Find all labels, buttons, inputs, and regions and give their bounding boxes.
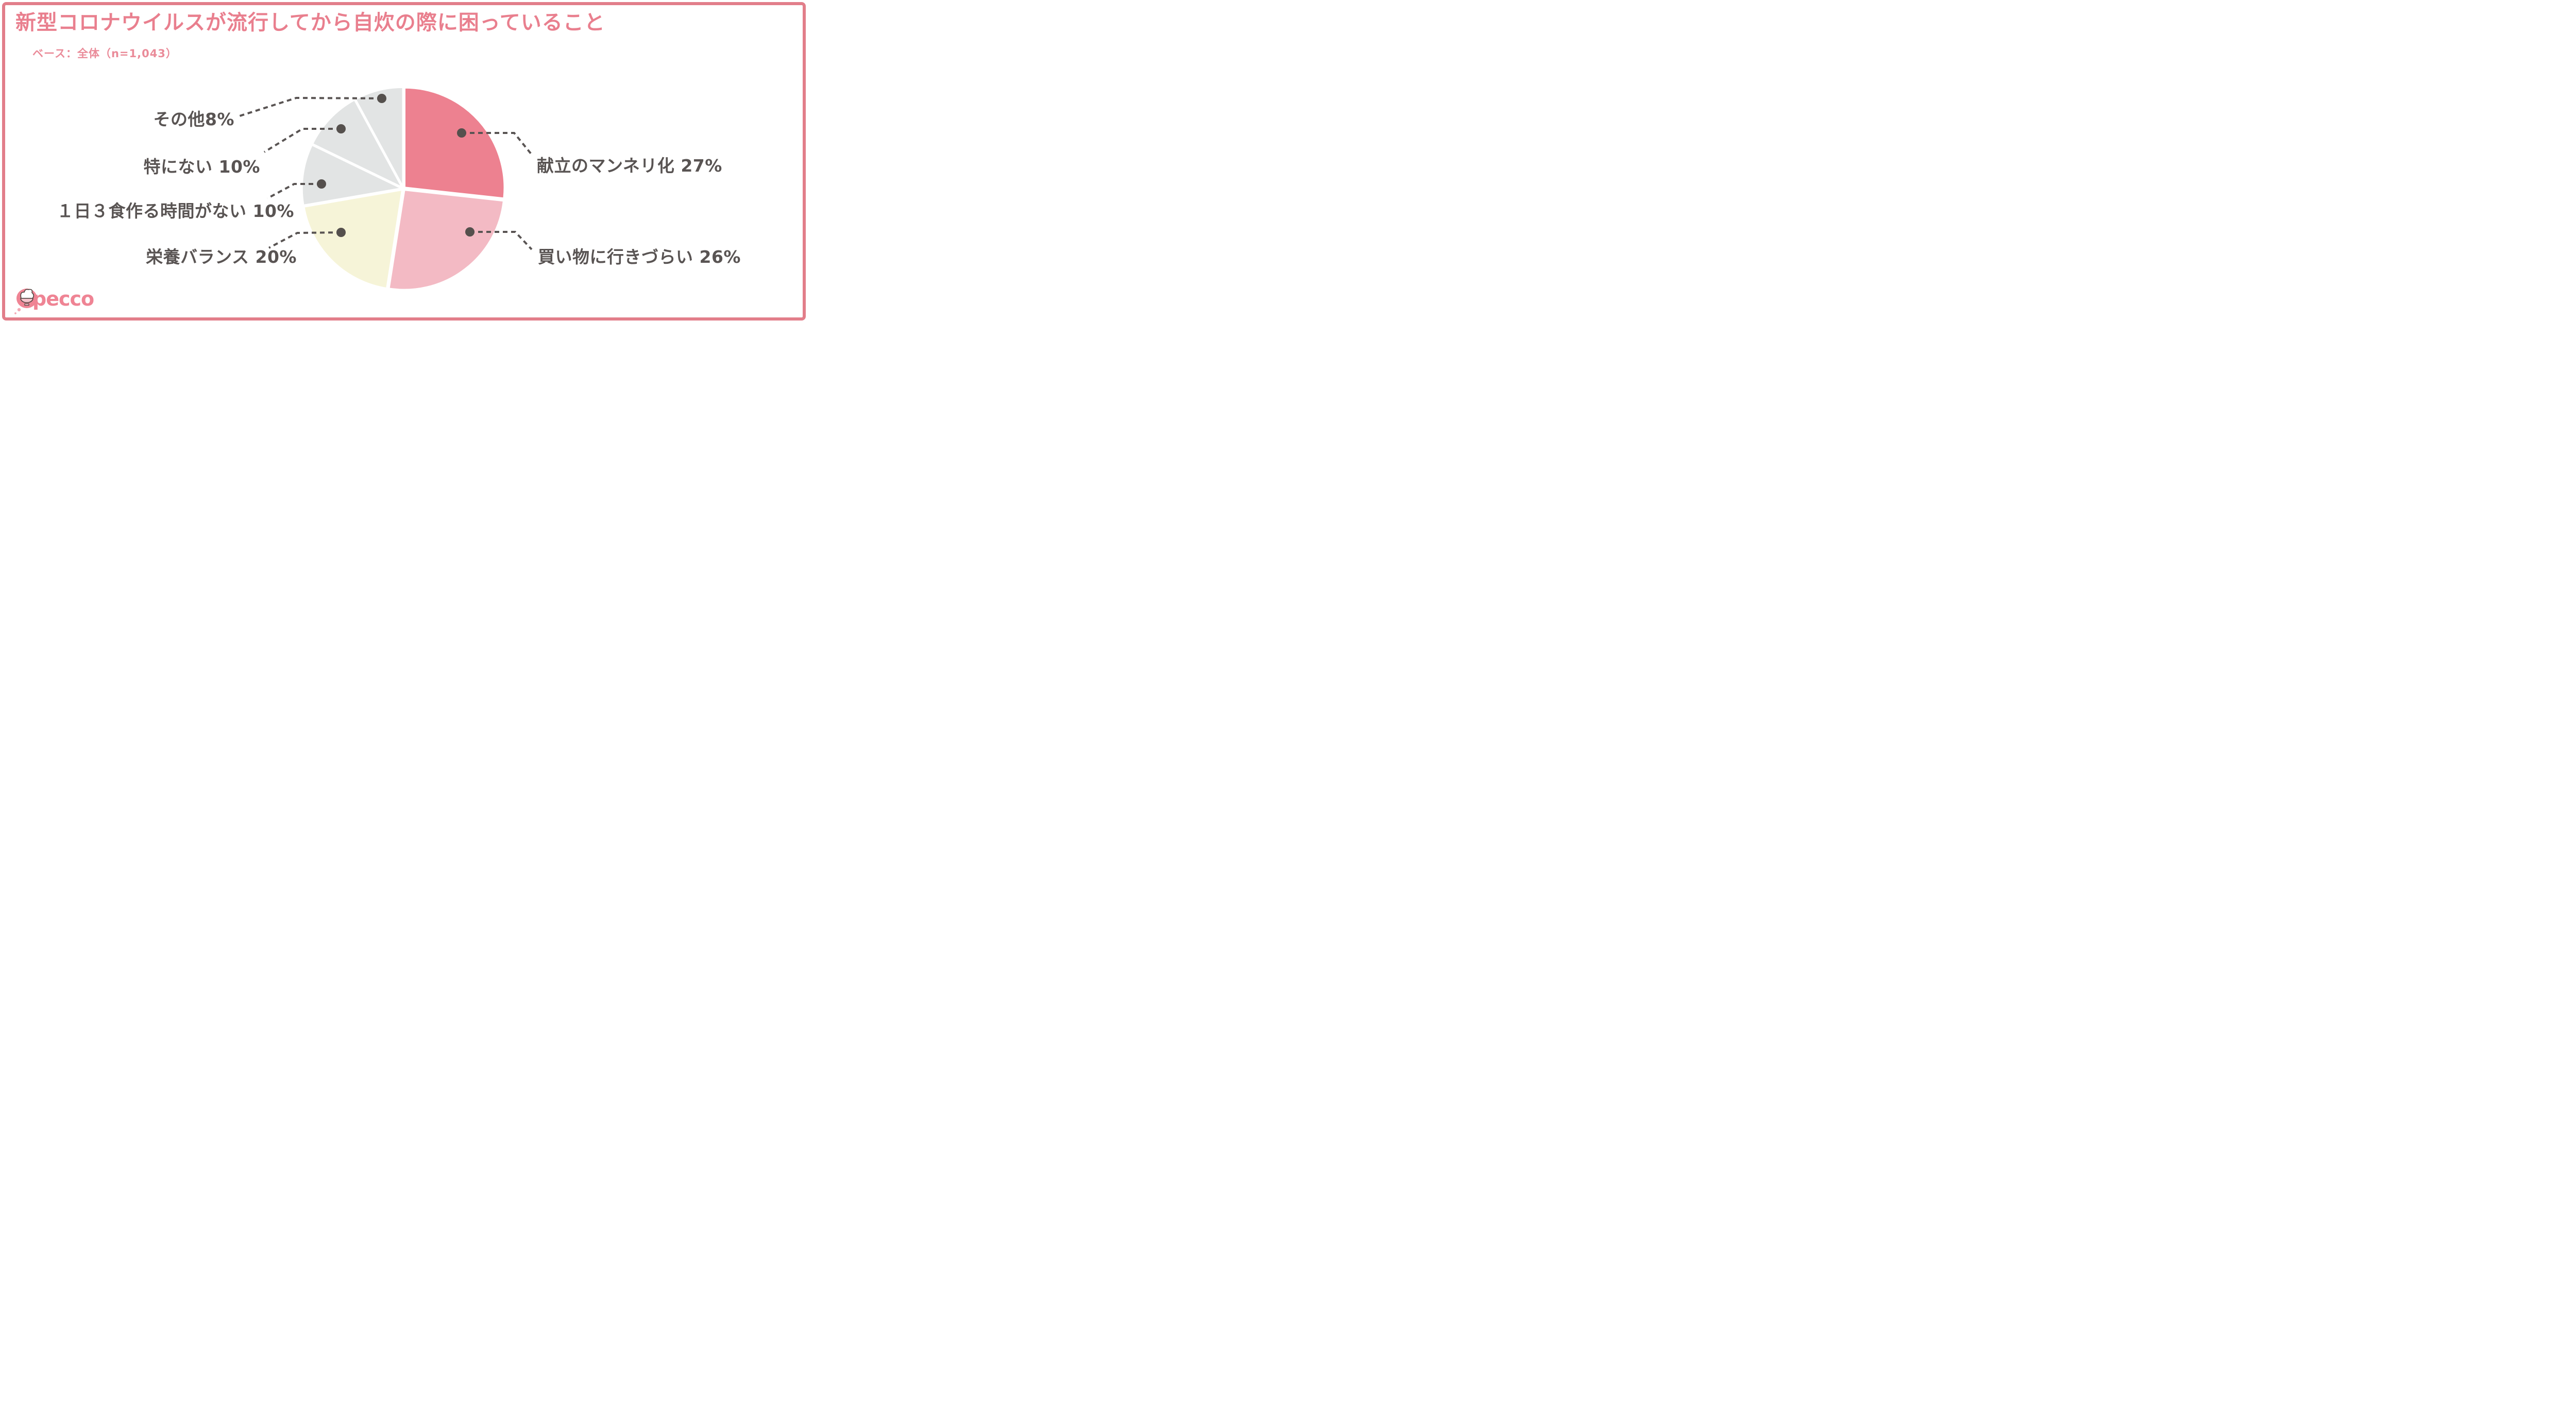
callout-leader-line-3: [267, 183, 321, 199]
infographic-card: 新型コロナウイルスが流行してから自炊の際に困っていること ベース：全体（n=1,…: [0, 0, 808, 323]
page-title: 新型コロナウイルスが流行してから自炊の際に困っていること: [15, 11, 605, 35]
sample-base-note: ベース：全体（n=1,043）: [32, 47, 177, 60]
callout-dot-1: [465, 227, 474, 237]
pecco-logo: pecco: [8, 284, 106, 318]
callout-dot-5: [377, 94, 386, 103]
label-kaimono-ni-ikizurai: 買い物に行きづらい 26%: [538, 247, 741, 267]
callout-dot-4: [336, 124, 346, 133]
callout-leader-line-1: [470, 231, 533, 250]
pie-chart: [238, 86, 533, 291]
rice-bowl-icon: [14, 289, 37, 314]
label-eiyou-balance: 栄養バランス 20%: [146, 247, 297, 267]
label-kondate-no-mannerika: 献立のマンネリ化 27%: [537, 156, 722, 176]
pie-slice-4: [311, 98, 403, 189]
logo-text: pecco: [32, 288, 94, 310]
pie-slice-1: [388, 189, 505, 291]
pie-slice-0: [403, 87, 505, 199]
label-ichinichi-sanshoku: １日３食作る時間がない 10%: [57, 201, 294, 221]
pie-slice-3: [301, 144, 403, 207]
callout-leader-line-4: [263, 128, 341, 153]
label-tokuni-nai: 特にない 10%: [143, 157, 260, 177]
callout-dot-0: [457, 128, 466, 138]
label-sonota: その他8%: [153, 109, 234, 129]
callout-leader-line-5: [238, 96, 382, 117]
pie-slice-2: [302, 189, 403, 290]
callout-dot-3: [317, 179, 326, 189]
callout-dot-2: [336, 228, 346, 237]
callout-leader-line-2: [268, 231, 342, 249]
callout-leader-line-0: [462, 132, 533, 156]
